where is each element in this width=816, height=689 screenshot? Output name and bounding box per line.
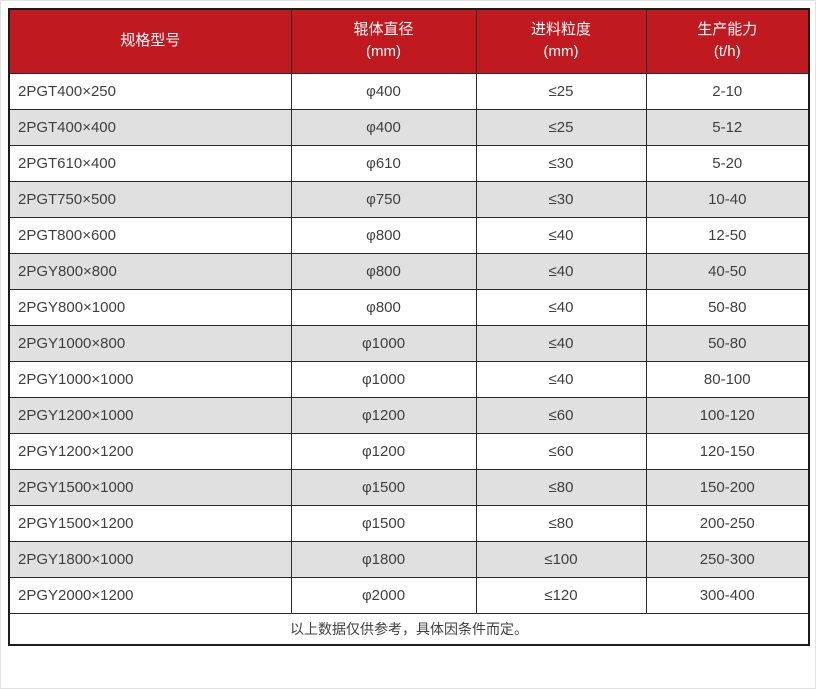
table-row: 2PGT750×500 φ750 ≤30 10-40 bbox=[8, 180, 810, 218]
value-cell: ≤120 bbox=[475, 576, 647, 614]
model-cell: 2PGY1200×1200 bbox=[8, 432, 292, 470]
table-row: 2PGY1200×1200 φ1200 ≤60 120-150 bbox=[8, 432, 810, 470]
column-label: 规格型号 bbox=[120, 32, 181, 50]
value-cell: 5-12 bbox=[645, 108, 810, 146]
value-cell: ≤60 bbox=[475, 396, 647, 434]
value-cell: 250-300 bbox=[645, 540, 810, 578]
value-cell: 50-80 bbox=[645, 324, 810, 362]
table-row: 2PGY1500×1000 φ1500 ≤80 150-200 bbox=[8, 468, 810, 506]
value-cell: φ1000 bbox=[290, 324, 477, 362]
value-cell: ≤80 bbox=[475, 468, 647, 506]
value-cell: φ800 bbox=[290, 252, 477, 290]
table-row: 2PGY800×1000 φ800 ≤40 50-80 bbox=[8, 288, 810, 326]
model-cell: 2PGY1200×1000 bbox=[8, 396, 292, 434]
value-cell: φ2000 bbox=[290, 576, 477, 614]
value-cell: 5-20 bbox=[645, 144, 810, 182]
value-cell: ≤100 bbox=[475, 540, 647, 578]
table-row: 2PGY1500×1200 φ1500 ≤80 200-250 bbox=[8, 504, 810, 542]
value-cell: 12-50 bbox=[645, 216, 810, 254]
table-footer: 以上数据仅供参考，具体因条件而定。 bbox=[8, 612, 810, 646]
value-cell: φ1500 bbox=[290, 504, 477, 542]
footnote-row: 以上数据仅供参考，具体因条件而定。 bbox=[8, 612, 810, 646]
table-row: 2PGY2000×1200 φ2000 ≤120 300-400 bbox=[8, 576, 810, 614]
value-cell: 50-80 bbox=[645, 288, 810, 326]
value-cell: 80-100 bbox=[645, 360, 810, 398]
value-cell: φ610 bbox=[290, 144, 477, 182]
value-cell: φ400 bbox=[290, 108, 477, 146]
model-cell: 2PGT400×250 bbox=[8, 72, 292, 110]
model-cell: 2PGY1000×1000 bbox=[8, 360, 292, 398]
value-cell: ≤30 bbox=[475, 180, 647, 218]
column-header-3: 进料粒度 (mm) bbox=[475, 8, 647, 74]
value-cell: 40-50 bbox=[645, 252, 810, 290]
table-row: 2PGY800×800 φ800 ≤40 40-50 bbox=[8, 252, 810, 290]
value-cell: φ400 bbox=[290, 72, 477, 110]
value-cell: φ1500 bbox=[290, 468, 477, 506]
column-unit: (mm) bbox=[366, 43, 401, 61]
column-label: 辊体直径 bbox=[353, 21, 414, 39]
column-label: 进料粒度 bbox=[530, 21, 591, 39]
value-cell: ≤40 bbox=[475, 252, 647, 290]
column-label: 生产能力 bbox=[697, 21, 758, 39]
table-row: 2PGT400×250 φ400 ≤25 2-10 bbox=[8, 72, 810, 110]
model-cell: 2PGY1000×800 bbox=[8, 324, 292, 362]
model-cell: 2PGT750×500 bbox=[8, 180, 292, 218]
footnote-text: 以上数据仅供参考，具体因条件而定。 bbox=[8, 612, 810, 646]
value-cell: ≤40 bbox=[475, 288, 647, 326]
column-unit: (mm) bbox=[543, 43, 579, 61]
value-cell: ≤30 bbox=[475, 144, 647, 182]
value-cell: 200-250 bbox=[645, 504, 810, 542]
value-cell: φ1200 bbox=[290, 432, 477, 470]
table-row: 2PGT610×400 φ610 ≤30 5-20 bbox=[8, 144, 810, 182]
value-cell: φ1800 bbox=[290, 540, 477, 578]
value-cell: φ800 bbox=[290, 288, 477, 326]
table-row: 2PGY1200×1000 φ1200 ≤60 100-120 bbox=[8, 396, 810, 434]
value-cell: ≤40 bbox=[475, 216, 647, 254]
value-cell: φ1000 bbox=[290, 360, 477, 398]
table-header: 规格型号 辊体直径 (mm) 进料粒度 (mm) 生产能力 (t/h) bbox=[8, 8, 810, 74]
table-row: 2PGT800×600 φ800 ≤40 12-50 bbox=[8, 216, 810, 254]
model-cell: 2PGY800×1000 bbox=[8, 288, 292, 326]
value-cell: ≤40 bbox=[475, 324, 647, 362]
value-cell: 2-10 bbox=[645, 72, 810, 110]
header-row: 规格型号 辊体直径 (mm) 进料粒度 (mm) 生产能力 (t/h) bbox=[8, 8, 810, 74]
model-cell: 2PGY2000×1200 bbox=[8, 576, 292, 614]
column-header-2: 辊体直径 (mm) bbox=[290, 8, 477, 74]
value-cell: 100-120 bbox=[645, 396, 810, 434]
table-row: 2PGY1000×800 φ1000 ≤40 50-80 bbox=[8, 324, 810, 362]
value-cell: 10-40 bbox=[645, 180, 810, 218]
value-cell: ≤25 bbox=[475, 72, 647, 110]
model-cell: 2PGT610×400 bbox=[8, 144, 292, 182]
value-cell: φ1200 bbox=[290, 396, 477, 434]
spec-table: 规格型号 辊体直径 (mm) 进料粒度 (mm) 生产能力 (t/h) 2PGT400×25… bbox=[8, 8, 810, 646]
model-cell: 2PGT800×600 bbox=[8, 216, 292, 254]
value-cell: 120-150 bbox=[645, 432, 810, 470]
table-row: 2PGY1000×1000 φ1000 ≤40 80-100 bbox=[8, 360, 810, 398]
table-row: 2PGY1800×1000 φ1800 ≤100 250-300 bbox=[8, 540, 810, 578]
value-cell: φ800 bbox=[290, 216, 477, 254]
value-cell: ≤60 bbox=[475, 432, 647, 470]
model-cell: 2PGT400×400 bbox=[8, 108, 292, 146]
value-cell: ≤40 bbox=[475, 360, 647, 398]
model-cell: 2PGY800×800 bbox=[8, 252, 292, 290]
value-cell: φ750 bbox=[290, 180, 477, 218]
model-cell: 2PGY1800×1000 bbox=[8, 540, 292, 578]
column-header-4: 生产能力 (t/h) bbox=[645, 8, 810, 74]
value-cell: 300-400 bbox=[645, 576, 810, 614]
table-row: 2PGT400×400 φ400 ≤25 5-12 bbox=[8, 108, 810, 146]
value-cell: 150-200 bbox=[645, 468, 810, 506]
column-unit: (t/h) bbox=[713, 43, 741, 61]
model-cell: 2PGY1500×1200 bbox=[8, 504, 292, 542]
value-cell: ≤25 bbox=[475, 108, 647, 146]
value-cell: ≤80 bbox=[475, 504, 647, 542]
table-body: 2PGT400×250 φ400 ≤25 2-10 2PGT400×400 φ400 ≤25… bbox=[8, 72, 810, 614]
model-cell: 2PGY1500×1000 bbox=[8, 468, 292, 506]
column-header-1: 规格型号 bbox=[8, 8, 292, 74]
